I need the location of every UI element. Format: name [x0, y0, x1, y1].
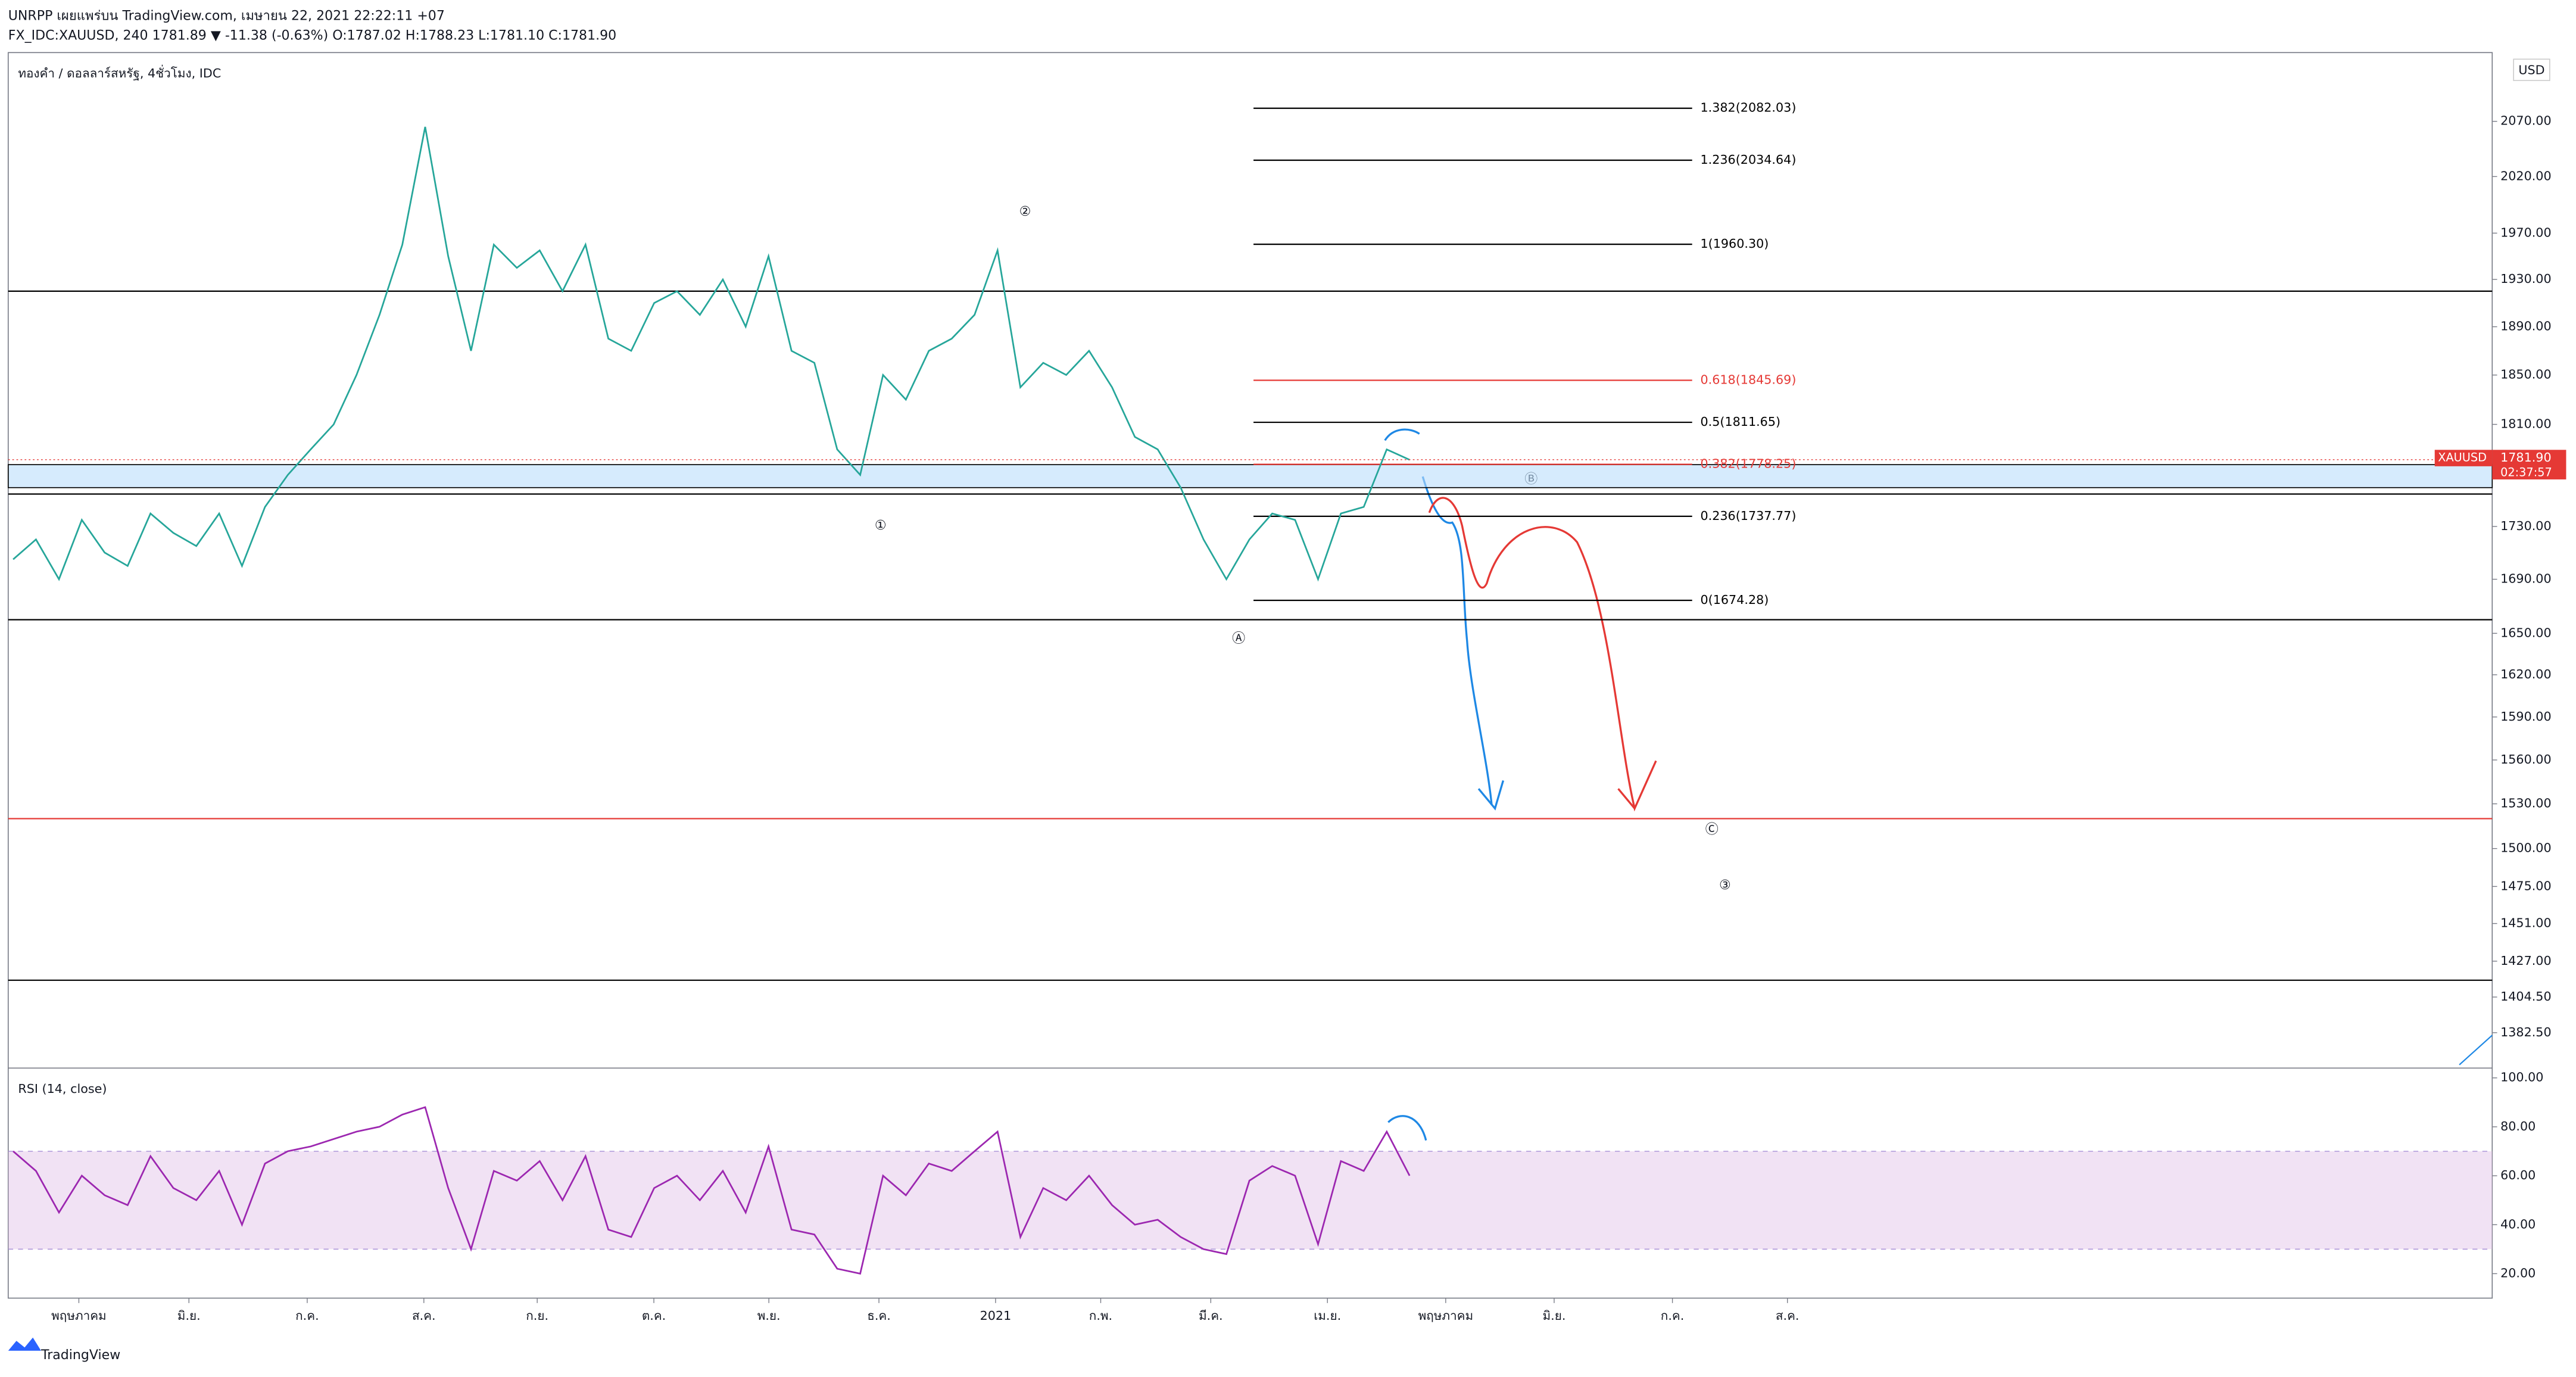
y-tick-label: 1475.00: [2500, 878, 2552, 893]
countdown: 02:37:57: [2500, 465, 2552, 479]
y-tick-label: 1690.00: [2500, 572, 2552, 586]
y-tick-label: 100.00: [2500, 1070, 2543, 1085]
x-tick-label: ส.ค.: [412, 1309, 436, 1323]
header-line2: FX_IDC:XAUUSD, 240 1781.89 ▼ -11.38 (-0.…: [8, 29, 616, 43]
x-tick-label: ก.ค.: [1661, 1309, 1685, 1323]
y-tick-label: 1930.00: [2500, 272, 2552, 286]
fib-label: 0.236(1737.77): [1700, 509, 1796, 523]
header-line1: UNRPP เผยแพร่บน TradingView.com, เมษายน …: [8, 9, 445, 24]
y-tick-label: 20.00: [2500, 1266, 2536, 1280]
wave-label: Ⓒ: [1705, 822, 1719, 837]
y-tick-label: 1427.00: [2500, 954, 2552, 968]
x-tick-label: ส.ค.: [1776, 1309, 1800, 1323]
brand: TradingView: [40, 1348, 120, 1363]
y-tick-label: 80.00: [2500, 1119, 2536, 1133]
x-tick-label: ต.ค.: [642, 1309, 666, 1323]
y-tick-label: 1620.00: [2500, 667, 2552, 681]
x-tick-label: มิ.ย.: [1542, 1309, 1565, 1323]
rsi-band: [8, 1151, 2493, 1250]
x-tick-label: พฤษภาคม: [51, 1309, 107, 1323]
wave-label: ③: [1719, 878, 1731, 893]
last-price: 1781.90: [2500, 450, 2552, 465]
pane-title: ทองคำ / ดอลลาร์สหรัฐ, 4ชั่วโมง, IDC: [18, 65, 221, 80]
drawing-blue: [1421, 476, 1505, 811]
fib-label: 0.5(1811.65): [1700, 415, 1780, 429]
y-tick-label: 1451.00: [2500, 916, 2552, 930]
logo: [8, 1337, 41, 1351]
y-tick-label: 40.00: [2500, 1217, 2536, 1231]
x-tick-label: ก.พ.: [1089, 1309, 1112, 1323]
fib-label: 0.382(1778.25): [1700, 457, 1796, 471]
frame: [7, 52, 2493, 1299]
wave-label: ②: [1019, 204, 1031, 219]
x-tick-label: ธ.ค.: [867, 1309, 891, 1323]
drawing-blue: [2459, 1035, 2493, 1066]
x-tick-label: พ.ย.: [757, 1309, 781, 1323]
x-tick-label: มิ.ย.: [177, 1309, 201, 1323]
wave-label: Ⓐ: [1232, 631, 1245, 646]
rsi-title: RSI (14, close): [18, 1082, 107, 1096]
y-tick-label: 1850.00: [2500, 367, 2552, 382]
y-tick-label: 1650.00: [2500, 625, 2552, 640]
x-tick-label: ก.ค.: [295, 1309, 319, 1323]
y-tick-label: 2020.00: [2500, 169, 2552, 183]
x-tick-label: เม.ย.: [1314, 1309, 1341, 1323]
drawing-red: [1428, 497, 1657, 812]
y-tick-label: 2070.00: [2500, 114, 2552, 128]
y-tick-label: 1404.50: [2500, 989, 2552, 1004]
x-tick-label: พฤษภาคม: [1418, 1309, 1474, 1323]
symbol: XAUUSD: [2438, 451, 2487, 465]
y-tick-label: 1560.00: [2500, 752, 2552, 767]
x-tick-label: 2021: [980, 1309, 1012, 1323]
currency-box[interactable]: [2513, 58, 2550, 82]
fib-label: 0(1674.28): [1700, 593, 1769, 607]
y-tick-label: 1810.00: [2500, 417, 2552, 431]
y-tick-label: 1500.00: [2500, 841, 2552, 855]
x-tick-label: ก.ย.: [526, 1309, 548, 1323]
y-tick-label: 60.00: [2500, 1168, 2536, 1182]
fib-label: 1(1960.30): [1700, 236, 1769, 251]
series-line: [13, 126, 1410, 582]
y-tick-label: 1382.50: [2500, 1025, 2552, 1039]
fib-label: 1.236(2034.64): [1700, 152, 1796, 167]
drawing-blue: [1384, 428, 1420, 441]
y-tick-label: 1590.00: [2500, 709, 2552, 724]
y-tick-label: 1730.00: [2500, 519, 2552, 533]
currency: USD: [2518, 63, 2544, 77]
zone: [7, 464, 2493, 488]
fib-label: 0.618(1845.69): [1700, 373, 1796, 387]
wave-label: ①: [875, 518, 887, 533]
fib-label: 1.382(2082.03): [1700, 101, 1796, 115]
series-line: [13, 1106, 1411, 1275]
last-price-box: [2492, 450, 2566, 479]
x-tick-label: มี.ค.: [1199, 1309, 1223, 1323]
drawing-blue: [1387, 1115, 1427, 1141]
y-tick-label: 1890.00: [2500, 319, 2552, 334]
y-tick-label: 1530.00: [2500, 796, 2552, 811]
y-tick-label: 1970.00: [2500, 225, 2552, 239]
symbol-box: [2434, 450, 2493, 466]
